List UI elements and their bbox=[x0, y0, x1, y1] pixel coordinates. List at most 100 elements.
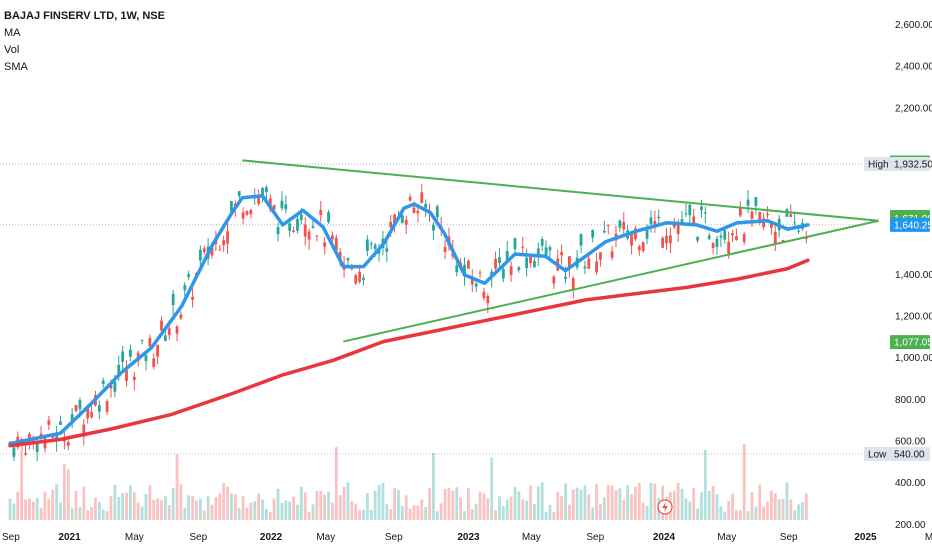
x-tick-label: 2025 bbox=[854, 532, 877, 543]
candle-body bbox=[521, 246, 525, 248]
badge-bg bbox=[890, 447, 930, 461]
candle-body bbox=[727, 241, 731, 254]
candle-body bbox=[564, 276, 567, 279]
x-tick-label: Sep bbox=[586, 532, 604, 543]
volume-bar bbox=[521, 499, 525, 520]
volume-bar bbox=[474, 503, 478, 520]
candle-body bbox=[121, 351, 125, 362]
volume-bar bbox=[222, 483, 226, 520]
volume-bar bbox=[284, 500, 288, 520]
volume-bar bbox=[509, 496, 513, 520]
badge-tag-bg bbox=[864, 157, 890, 171]
volume-bar bbox=[424, 506, 428, 520]
volume-bar bbox=[233, 494, 237, 520]
badge-value: 1,077.05 bbox=[894, 338, 932, 349]
volume-bar bbox=[331, 502, 334, 520]
time-axis[interactable]: Sep 2021 May Sep 2022 May Sep 2023 May Sep 2024 May… bbox=[2, 532, 932, 543]
legend-item-ma[interactable]: MA bbox=[4, 27, 21, 39]
candle-body bbox=[307, 231, 311, 240]
candle-body bbox=[373, 244, 377, 249]
volume-bar bbox=[494, 510, 497, 520]
candle-body bbox=[591, 230, 595, 238]
x-tick-label: 2024 bbox=[653, 532, 676, 543]
candle-body bbox=[315, 235, 319, 237]
candle-body bbox=[230, 201, 233, 212]
trendline-lower[interactable] bbox=[343, 219, 879, 343]
volume-bar bbox=[12, 503, 16, 520]
candle-body bbox=[622, 221, 626, 230]
volume-bar bbox=[218, 493, 222, 520]
volume-bar bbox=[315, 490, 319, 520]
volume-bar bbox=[16, 491, 20, 520]
volume-bar bbox=[264, 508, 268, 520]
badge-value: 1,932.50 bbox=[894, 160, 932, 171]
volume-bar bbox=[614, 490, 618, 520]
candle-body bbox=[334, 237, 338, 251]
volume-bar bbox=[556, 491, 560, 520]
candle-body bbox=[163, 335, 167, 341]
volume-bar bbox=[486, 498, 490, 520]
badge-value: 540.00 bbox=[894, 450, 925, 461]
x-tick-label: 2023 bbox=[457, 532, 480, 543]
x-tick-label: May bbox=[316, 532, 335, 543]
volume-bar bbox=[610, 485, 614, 520]
candle-body bbox=[117, 364, 121, 377]
candle-body bbox=[237, 191, 241, 197]
volume-bar bbox=[641, 502, 645, 520]
volume-bar bbox=[70, 508, 74, 520]
price-axis[interactable]: 2,600.00 2,400.00 2,200.00 1,400.00 1,200.00… bbox=[864, 20, 932, 531]
candle-body bbox=[257, 197, 261, 204]
candle-body bbox=[781, 240, 785, 242]
alert-icon[interactable] bbox=[657, 499, 673, 515]
x-tick-label: Sep bbox=[385, 532, 403, 543]
candle-body bbox=[540, 239, 544, 246]
candle-body bbox=[571, 278, 575, 291]
volume-bar bbox=[377, 484, 381, 520]
y-tick-label: 2,400.00 bbox=[895, 62, 932, 73]
volume-bar bbox=[645, 505, 649, 520]
ma-line[interactable] bbox=[8, 194, 810, 446]
candle-body bbox=[129, 349, 132, 357]
candle-body bbox=[466, 260, 470, 269]
candle-body bbox=[43, 438, 47, 449]
candle-body bbox=[148, 338, 152, 347]
candle-body bbox=[797, 230, 800, 232]
candle-body bbox=[245, 211, 249, 215]
symbol-title[interactable]: BAJAJ FINSERV LTD, 1W, NSE bbox=[4, 10, 165, 22]
legend-item-sma[interactable]: SMA bbox=[4, 61, 28, 73]
sma-line[interactable] bbox=[8, 258, 810, 448]
volume-bar bbox=[245, 507, 249, 520]
volume-bar bbox=[136, 502, 140, 520]
candle-body bbox=[610, 251, 614, 258]
volume-bar bbox=[338, 495, 342, 520]
volume-bar bbox=[140, 506, 144, 520]
volume-bar bbox=[393, 487, 396, 520]
volume-bar bbox=[354, 503, 358, 520]
candle-body bbox=[552, 276, 556, 284]
candle-body bbox=[750, 211, 754, 219]
volume-bar bbox=[175, 454, 179, 520]
candle-body bbox=[443, 246, 447, 252]
volume-bar bbox=[31, 501, 35, 520]
volume-bar bbox=[214, 497, 218, 520]
candle-body bbox=[226, 231, 229, 244]
candle-body bbox=[179, 314, 183, 319]
volume-bar bbox=[785, 482, 789, 520]
volume-bar bbox=[195, 500, 198, 520]
badge-value: 1,640.25 bbox=[894, 220, 932, 231]
trendline-upper[interactable] bbox=[242, 159, 879, 222]
candle-body bbox=[268, 198, 272, 210]
x-tick-label: May bbox=[125, 532, 144, 543]
candle-body bbox=[311, 226, 315, 228]
candle-body bbox=[241, 212, 245, 219]
candle-body bbox=[132, 376, 136, 381]
volume-bar bbox=[482, 493, 486, 520]
volume-bar bbox=[412, 505, 416, 520]
volume-bar bbox=[109, 496, 113, 520]
legend-item-vol[interactable]: Vol bbox=[4, 44, 20, 56]
volume-bar bbox=[404, 495, 408, 520]
candle-body bbox=[152, 358, 156, 367]
candle-body bbox=[509, 266, 513, 275]
volume-bar bbox=[296, 504, 299, 520]
